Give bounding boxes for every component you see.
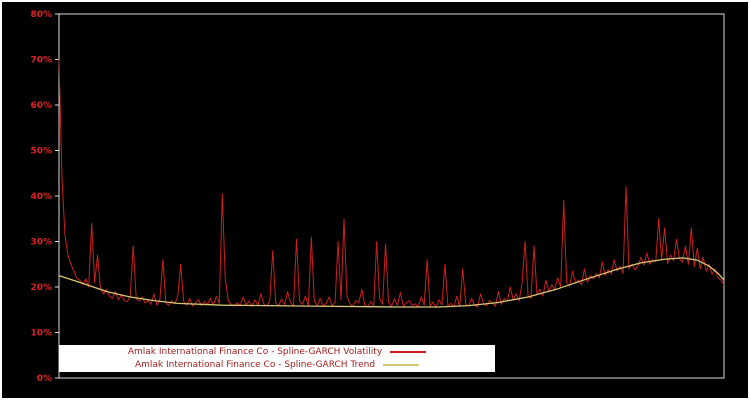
legend-line-volatility-sample	[390, 351, 427, 353]
volatility-line	[58, 59, 725, 308]
y-tick-label: 70%	[30, 56, 52, 66]
legend-line-trend-sample	[383, 364, 420, 366]
y-tick-label: 0%	[37, 374, 52, 384]
legend-entry-volatility: Amlak International Finance Co - Spline-…	[127, 346, 427, 358]
y-tick-label: 30%	[30, 238, 52, 248]
y-tick-label: 60%	[30, 101, 52, 111]
legend-entry-trend: Amlak International Finance Co - Spline-…	[134, 359, 420, 371]
trend-line	[58, 257, 725, 308]
y-tick-label: 20%	[30, 283, 52, 293]
legend-label-trend: Amlak International Finance Co - Spline-…	[134, 360, 376, 370]
y-tick-label: 40%	[30, 192, 52, 202]
legend-label-volatility: Amlak International Finance Co - Spline-…	[127, 347, 383, 357]
chart-legend: Amlak International Finance Co - Spline-…	[59, 345, 495, 372]
y-tick-label: 10%	[30, 329, 52, 339]
y-tick-label: 50%	[30, 147, 52, 157]
plot-frame	[58, 13, 725, 379]
y-tick-label: 80%	[30, 10, 52, 20]
